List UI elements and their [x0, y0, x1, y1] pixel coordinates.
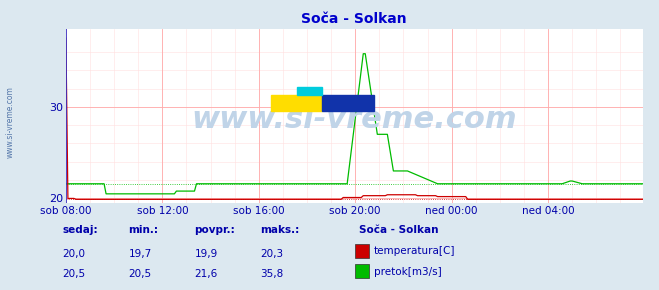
Text: 19,9: 19,9	[194, 249, 217, 259]
Text: maks.:: maks.:	[260, 225, 300, 235]
Text: sedaj:: sedaj:	[63, 225, 98, 235]
Text: 19,7: 19,7	[129, 249, 152, 259]
Bar	[297, 87, 322, 95]
Text: 35,8: 35,8	[260, 269, 283, 279]
Title: Soča - Solkan: Soča - Solkan	[301, 12, 407, 26]
Text: 20,0: 20,0	[63, 249, 86, 259]
Text: 20,5: 20,5	[63, 269, 86, 279]
Text: www.si-vreme.com: www.si-vreme.com	[191, 105, 517, 134]
Text: povpr.:: povpr.:	[194, 225, 235, 235]
Text: www.si-vreme.com: www.si-vreme.com	[5, 86, 14, 158]
Text: 21,6: 21,6	[194, 269, 217, 279]
Text: min.:: min.:	[129, 225, 159, 235]
Bar	[322, 95, 374, 111]
Text: temperatura[C]: temperatura[C]	[374, 246, 455, 256]
Bar	[271, 95, 322, 111]
Text: 20,3: 20,3	[260, 249, 283, 259]
Text: Soča - Solkan: Soča - Solkan	[359, 225, 439, 235]
Text: 20,5: 20,5	[129, 269, 152, 279]
Text: pretok[m3/s]: pretok[m3/s]	[374, 267, 442, 277]
